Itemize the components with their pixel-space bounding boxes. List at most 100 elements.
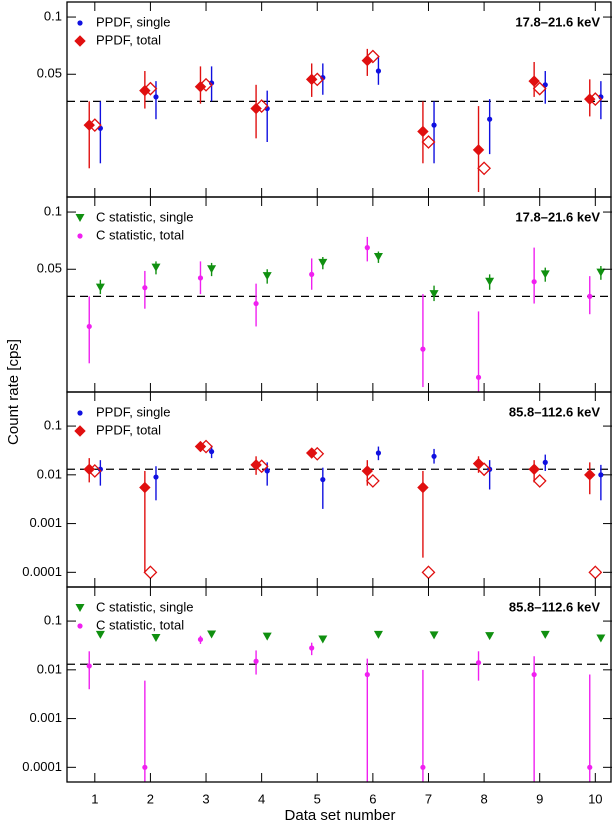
point	[361, 465, 374, 477]
point	[528, 75, 540, 87]
legend-marker	[77, 20, 83, 26]
open-point	[199, 439, 213, 454]
open-point	[365, 49, 380, 64]
point	[153, 474, 159, 480]
point	[142, 285, 148, 291]
point	[373, 630, 383, 639]
x-tick-label: 10	[588, 791, 602, 806]
open-point	[87, 118, 102, 133]
legend-marker	[77, 410, 83, 416]
point	[309, 645, 315, 651]
y-tick-label: 0.1	[44, 418, 62, 433]
point	[250, 102, 262, 115]
legend-label: PPDF, single	[96, 14, 170, 29]
plot-area	[67, 439, 612, 580]
x-tick-label: 5	[314, 791, 321, 806]
point	[472, 457, 485, 470]
point	[95, 630, 105, 639]
open-point	[199, 77, 213, 92]
point	[472, 144, 485, 156]
legend-label: PPDF, single	[96, 404, 170, 419]
point	[531, 671, 537, 678]
point	[540, 630, 550, 639]
point	[596, 268, 606, 277]
plot-area	[67, 236, 612, 392]
open-point	[365, 473, 380, 488]
point	[587, 293, 593, 299]
legend-marker	[74, 425, 86, 437]
point	[197, 636, 204, 643]
legend-label: PPDF, total	[96, 422, 161, 437]
point	[542, 459, 548, 465]
point	[194, 80, 207, 93]
open-point	[87, 464, 102, 478]
point	[364, 671, 370, 678]
y-tick-label: 0.001	[29, 515, 62, 530]
annotation: 17.8–21.6 keV	[515, 209, 600, 224]
open-point	[421, 565, 436, 580]
x-tick-label: 7	[425, 791, 432, 806]
point	[320, 75, 326, 81]
annotation: 85.8–112.6 keV	[509, 404, 600, 419]
point	[531, 279, 537, 285]
point	[95, 283, 105, 292]
y-tick-label: 0.05	[37, 66, 62, 81]
legend-label: PPDF, total	[96, 32, 161, 47]
annotation: 17.8–21.6 keV	[515, 14, 600, 29]
y-tick-label: 0.05	[37, 261, 62, 276]
open-point	[143, 565, 158, 580]
x-tick-label: 1	[91, 791, 98, 806]
point	[431, 453, 437, 459]
x-tick-label: 8	[480, 791, 487, 806]
point	[598, 472, 604, 478]
legend-label: C statistic, single	[96, 209, 194, 224]
open-point	[477, 161, 492, 176]
point	[587, 764, 593, 770]
point	[364, 245, 370, 251]
y-tick-label: 0.1	[44, 613, 62, 628]
plot-area	[67, 48, 612, 193]
point	[420, 764, 426, 770]
point	[318, 635, 328, 644]
point	[361, 54, 374, 67]
y-tick-label: 0.001	[29, 710, 62, 725]
x-tick-label: 4	[258, 791, 265, 806]
point	[420, 346, 426, 352]
open-point	[588, 565, 603, 580]
open-point	[254, 459, 269, 474]
open-point	[254, 99, 269, 114]
point	[431, 122, 437, 128]
point	[153, 94, 159, 100]
point	[375, 450, 382, 456]
legend-marker	[74, 35, 86, 47]
x-tick-label: 9	[536, 791, 543, 806]
y-tick-label: 0.1	[44, 8, 62, 23]
point	[320, 476, 326, 483]
legend-label: C statistic, total	[96, 227, 184, 242]
point	[417, 125, 429, 138]
point	[83, 463, 95, 475]
point	[207, 265, 217, 274]
point	[262, 632, 272, 641]
point	[373, 253, 383, 262]
point	[139, 84, 151, 97]
point	[207, 630, 217, 639]
y-tick-label: 0.0001	[22, 759, 62, 774]
y-tick-label: 0.0001	[22, 564, 62, 579]
open-point	[143, 81, 158, 96]
point	[97, 466, 103, 472]
open-point	[310, 72, 325, 87]
point	[485, 277, 495, 286]
panel-frame	[66, 196, 612, 393]
x-tick-label: 6	[369, 791, 376, 806]
point	[429, 290, 439, 299]
point	[475, 374, 482, 380]
open-point	[421, 135, 436, 149]
open-point	[532, 81, 547, 96]
y-tick-label: 0.1	[44, 203, 62, 218]
plot-area	[67, 630, 612, 782]
legend-label: C statistic, single	[96, 599, 194, 614]
point	[86, 663, 92, 669]
point	[375, 68, 382, 74]
